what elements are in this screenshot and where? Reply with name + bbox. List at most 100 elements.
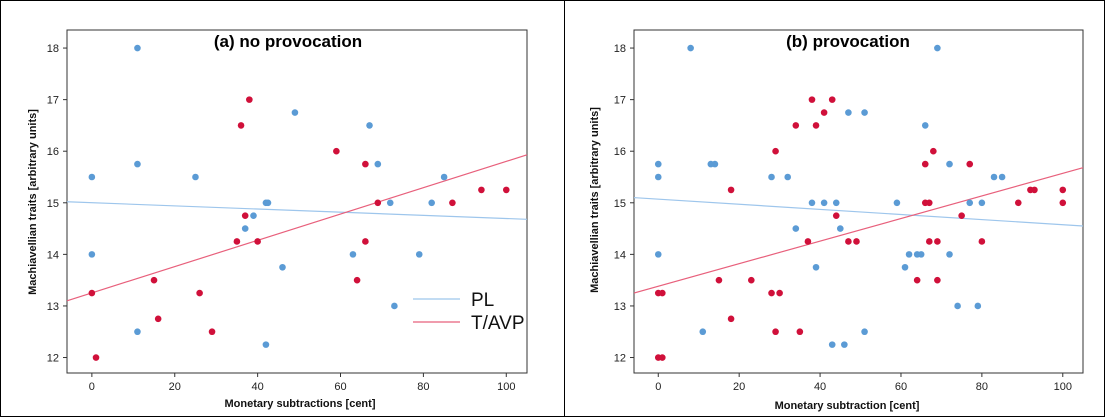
panel-a-y-tick-label: 12 bbox=[47, 353, 59, 365]
panel-a-point-tavp bbox=[241, 212, 249, 219]
panel-a-point-tavp bbox=[88, 289, 96, 297]
panel-b-point-pl bbox=[946, 251, 953, 258]
panel-a-point-pl bbox=[440, 173, 448, 181]
panel-b-y-tick-label: 18 bbox=[614, 43, 626, 55]
panel-b-point-tavp bbox=[934, 276, 941, 284]
panel-a-fit-line-pl bbox=[66, 201, 528, 220]
panel-b-plot: 0 20 40 60 80 100 12 13 14 15 16 17 18 bbox=[614, 29, 1084, 393]
panel-b-point-tavp bbox=[934, 238, 941, 245]
panel-a-x-tick-label: 40 bbox=[252, 381, 264, 393]
panel-b-point-pl bbox=[893, 199, 901, 207]
panel-b-point-pl bbox=[946, 160, 953, 168]
panel-b-point-tavp bbox=[930, 147, 937, 155]
panel-b-point-tavp bbox=[748, 276, 755, 284]
panel-a-point-pl bbox=[241, 225, 249, 232]
legend: PL T/AVP bbox=[413, 290, 525, 334]
panel-b-point-pl bbox=[845, 109, 852, 116]
panel-b-point-tavp bbox=[913, 276, 921, 284]
panel-b-point-tavp bbox=[792, 122, 800, 129]
panel-b-x-tick-label: 100 bbox=[1054, 381, 1072, 393]
panel-a-point-pl bbox=[279, 263, 286, 271]
panel-b-point-pl bbox=[905, 251, 913, 258]
legend-label-pl: PL bbox=[471, 290, 494, 311]
panel-b-point-tavp bbox=[978, 238, 986, 245]
panel-b-point-tavp bbox=[796, 328, 804, 336]
panel-a-point-tavp bbox=[362, 160, 369, 168]
panel-b-point-pl bbox=[784, 173, 792, 181]
panel-a-point-pl bbox=[366, 122, 373, 129]
panel-a-plot: 0 20 40 60 80 100 12 13 14 15 16 17 18 bbox=[47, 29, 528, 393]
panel-a-point-tavp bbox=[208, 328, 216, 336]
panel-b-point-pl bbox=[921, 122, 929, 129]
panel-b-frame bbox=[564, 0, 1105, 417]
panel-b-point-pl bbox=[966, 199, 974, 207]
panel-a-point-tavp bbox=[449, 199, 456, 207]
panel-a-point-pl bbox=[250, 212, 257, 219]
panel-b-y-tick-label: 14 bbox=[614, 249, 626, 261]
panel-b-plot-area bbox=[633, 29, 1084, 374]
panel-b-point-tavp bbox=[772, 147, 779, 155]
panel-b-point-tavp bbox=[768, 289, 775, 297]
panel-a-point-tavp bbox=[196, 289, 203, 297]
panel-b-point-tavp bbox=[772, 328, 779, 336]
panel-a-y-tick-label: 18 bbox=[47, 43, 59, 55]
panel-b-point-pl bbox=[828, 341, 836, 348]
panel-a-title: (a) no provocation bbox=[214, 32, 362, 51]
panel-a-point-pl bbox=[428, 199, 435, 207]
panel-a-point-tavp bbox=[233, 238, 241, 245]
panel-a-x-tick-label: 60 bbox=[334, 381, 346, 393]
panel-b-fit-line-tavp bbox=[633, 167, 1084, 294]
panel-b-point-tavp bbox=[1059, 199, 1067, 207]
panel-b-point-pl bbox=[654, 173, 662, 181]
panel-b-point-pl bbox=[974, 302, 982, 310]
panel-a-point-tavp bbox=[246, 96, 253, 103]
panel-b-x-tick-label: 0 bbox=[655, 381, 661, 393]
panel-b-point-pl bbox=[768, 173, 775, 181]
panel-a-point-tavp bbox=[333, 147, 340, 155]
panel-b-point-tavp bbox=[1059, 186, 1067, 194]
panel-a-point-tavp bbox=[254, 238, 261, 245]
panel-b-point-tavp bbox=[820, 109, 828, 116]
panel-b-point-pl bbox=[934, 44, 941, 52]
panel-b-point-tavp bbox=[921, 160, 929, 168]
panel-b-point-pl bbox=[812, 263, 820, 271]
panel-b-point-pl bbox=[808, 199, 816, 207]
panel-b-point-pl bbox=[990, 173, 998, 181]
panel-b-x-tick-label: 60 bbox=[895, 381, 907, 393]
panel-b-point-pl bbox=[654, 160, 662, 168]
panel-a-x-tick-label: 100 bbox=[497, 381, 515, 393]
panel-a-point-pl bbox=[262, 341, 270, 348]
panel-a-point-tavp bbox=[150, 276, 158, 284]
panel-b-point-tavp bbox=[832, 212, 840, 219]
panel-b-point-tavp bbox=[776, 289, 783, 297]
panel-a-frame bbox=[0, 0, 565, 417]
panel-b-point-pl bbox=[687, 44, 694, 52]
panel-b-point-tavp bbox=[804, 238, 812, 245]
panel-b-point-pl bbox=[954, 302, 961, 310]
panel-a-point-tavp bbox=[478, 186, 485, 194]
panel-b-x-tick-label: 80 bbox=[976, 381, 988, 393]
panel-b-title: (b) provocation bbox=[786, 32, 910, 51]
panel-b-point-pl bbox=[654, 251, 662, 258]
panel-a-y-axis-label: Machiavellian traits [arbitrary units] bbox=[27, 109, 39, 295]
panel-a-plot-area bbox=[66, 29, 528, 374]
panel-a-point-tavp bbox=[237, 122, 245, 129]
panel-b-y-tick-label: 16 bbox=[614, 146, 626, 158]
panel-b-point-pl bbox=[711, 160, 719, 168]
panel-b-point-pl bbox=[901, 263, 909, 271]
panel-a-point-pl bbox=[134, 160, 141, 168]
panel-b-point-pl bbox=[978, 199, 986, 207]
panel-a-x-tick-label: 0 bbox=[89, 381, 95, 393]
panel-b-point-pl bbox=[841, 341, 848, 348]
panel-b-fit-line-pl bbox=[633, 197, 1084, 227]
panel-b-point-pl bbox=[792, 225, 800, 232]
panel-b-y-tick-label: 17 bbox=[614, 95, 626, 107]
panel-b-point-pl bbox=[861, 328, 868, 336]
panel-a-point-tavp bbox=[362, 238, 369, 245]
panel-a-y-tick-label: 16 bbox=[47, 146, 59, 158]
panel-a-y-tick-label: 13 bbox=[47, 301, 59, 313]
panel-a-x-tick-label: 80 bbox=[417, 381, 429, 393]
panel-a-point-pl bbox=[264, 199, 272, 207]
panel-a-y-tick-label: 17 bbox=[47, 95, 59, 107]
